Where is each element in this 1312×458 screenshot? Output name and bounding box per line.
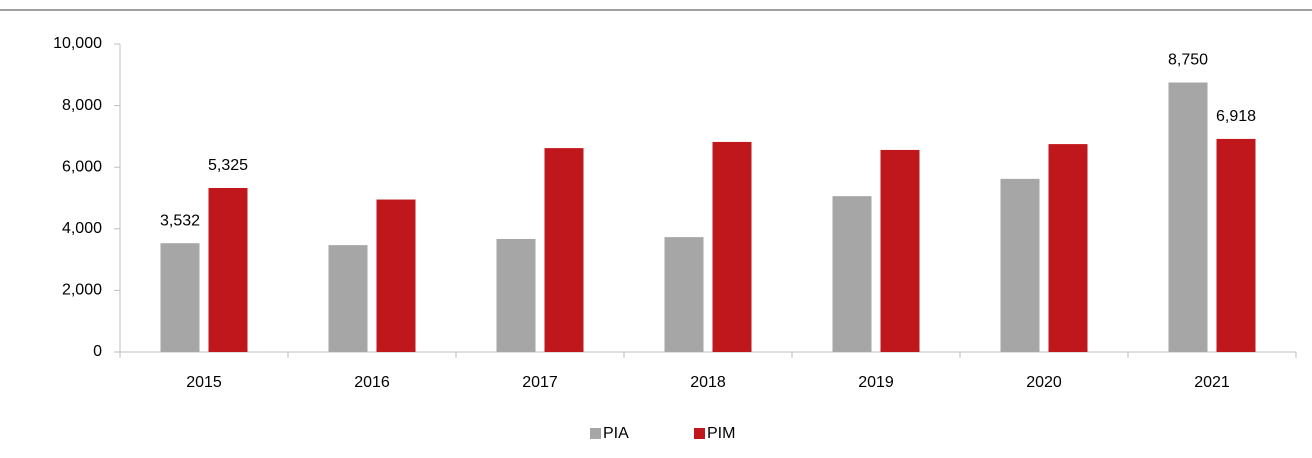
bar xyxy=(1216,138,1256,352)
bar xyxy=(208,187,248,352)
x-tick-label: 2016 xyxy=(354,374,390,391)
bar xyxy=(328,245,368,352)
x-tick-label: 2021 xyxy=(1194,374,1230,391)
bar xyxy=(376,199,416,352)
legend-label: PIM xyxy=(707,425,735,442)
y-tick-label: 6,000 xyxy=(62,158,102,175)
bar xyxy=(832,196,872,352)
bar xyxy=(712,141,752,352)
x-tick-label: 2020 xyxy=(1026,374,1062,391)
x-tick-label: 2015 xyxy=(186,374,222,391)
x-tick-label: 2017 xyxy=(522,374,558,391)
bar xyxy=(160,243,200,352)
y-tick-label: 8,000 xyxy=(62,97,102,114)
legend-swatch xyxy=(694,428,705,439)
bar xyxy=(496,238,536,352)
x-tick-label: 2018 xyxy=(690,374,726,391)
bar xyxy=(1048,144,1088,352)
legend-label: PIA xyxy=(603,425,629,442)
bar xyxy=(1000,178,1040,352)
y-tick-label: 4,000 xyxy=(62,220,102,237)
data-label: 3,532 xyxy=(160,212,200,229)
bar xyxy=(664,237,704,352)
data-label: 6,918 xyxy=(1216,108,1256,125)
data-label: 5,325 xyxy=(208,157,248,174)
x-tick-label: 2019 xyxy=(858,374,894,391)
bar xyxy=(1168,82,1208,352)
y-tick-label: 0 xyxy=(93,343,102,360)
legend-swatch xyxy=(590,428,601,439)
bar xyxy=(880,149,920,352)
y-tick-label: 10,000 xyxy=(53,35,102,52)
bar xyxy=(544,148,584,352)
y-tick-label: 2,000 xyxy=(62,282,102,299)
data-label: 8,750 xyxy=(1168,52,1208,69)
